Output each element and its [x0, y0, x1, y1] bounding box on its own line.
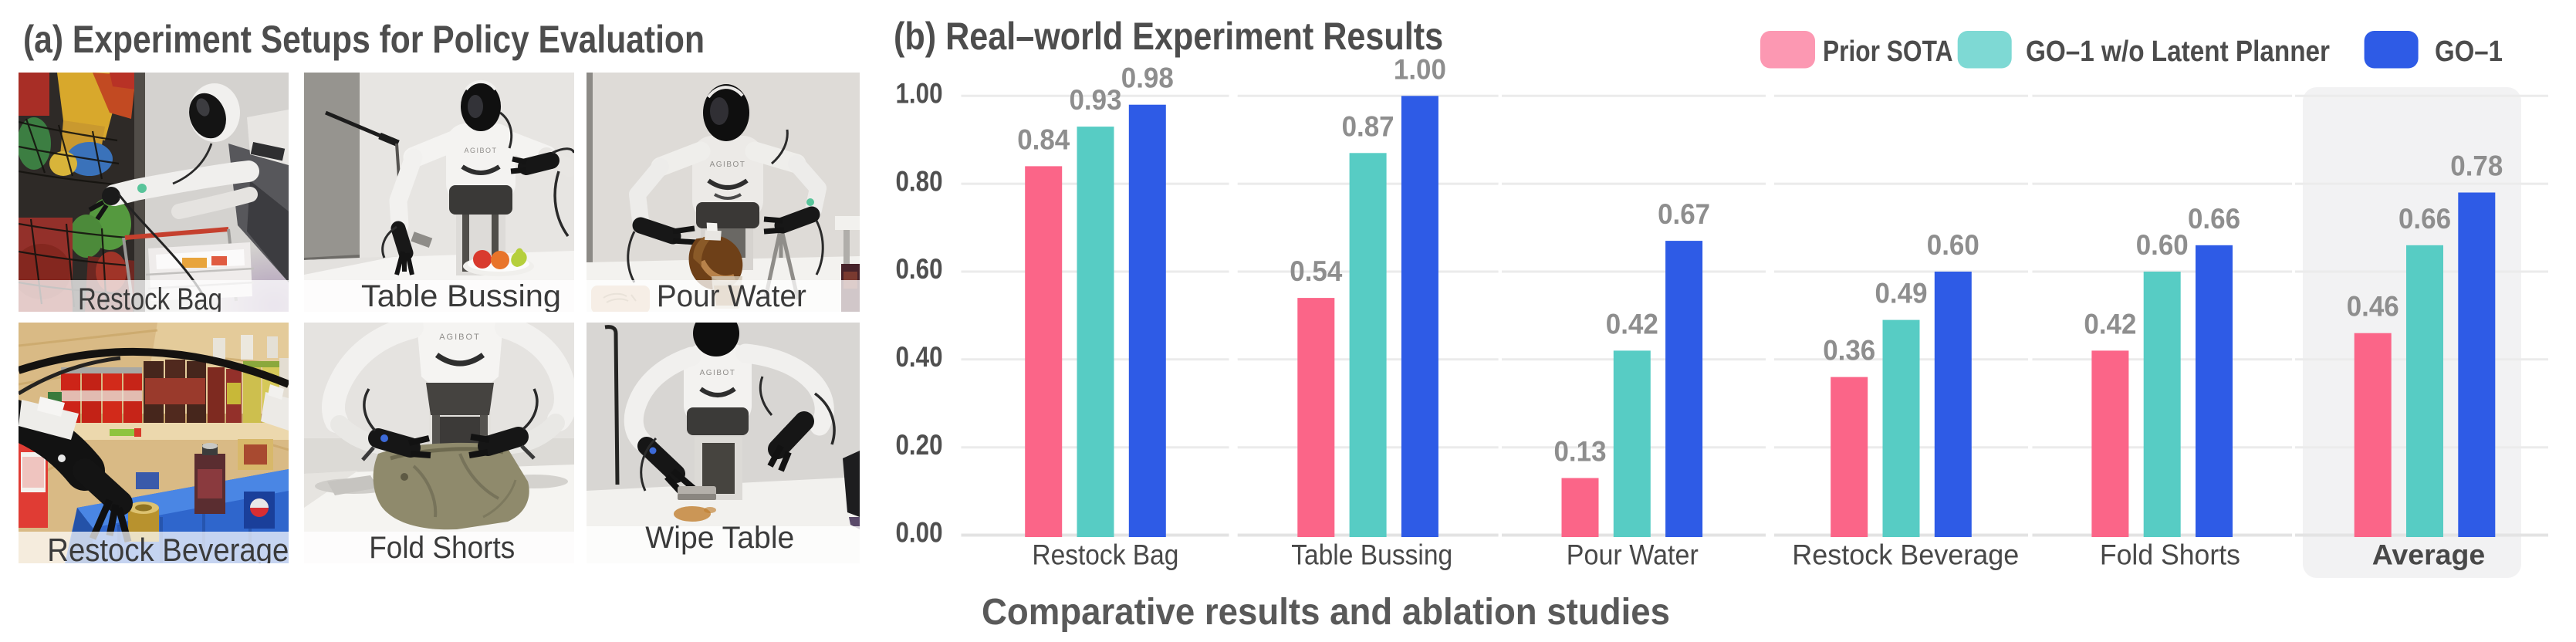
- svg-text:0.80: 0.80: [896, 165, 943, 197]
- svg-text:0.42: 0.42: [1606, 308, 1658, 340]
- svg-text:Pour Water: Pour Water: [657, 279, 806, 312]
- svg-text:0.60: 0.60: [2136, 229, 2189, 261]
- svg-text:1.00: 1.00: [896, 78, 943, 110]
- svg-text:Table Bussing: Table Bussing: [361, 279, 561, 312]
- svg-text:AGIBOT: AGIBOT: [710, 160, 746, 169]
- svg-text:Fold Shorts: Fold Shorts: [369, 531, 515, 563]
- svg-text:0.42: 0.42: [2084, 308, 2136, 340]
- svg-text:0.13: 0.13: [1554, 436, 1607, 468]
- svg-text:0.78: 0.78: [2450, 150, 2503, 182]
- svg-text:0.67: 0.67: [1658, 198, 1710, 230]
- svg-text:Wipe Table: Wipe Table: [645, 521, 794, 555]
- svg-text:AGIBOT: AGIBOT: [464, 147, 497, 154]
- svg-text:0.60: 0.60: [896, 253, 943, 285]
- svg-text:0.46: 0.46: [2347, 291, 2399, 323]
- svg-text:0.87: 0.87: [1342, 110, 1394, 142]
- svg-text:Restock Beverage: Restock Beverage: [47, 532, 289, 563]
- svg-text:Fold Shorts: Fold Shorts: [2100, 539, 2240, 571]
- svg-text:AGIBOT: AGIBOT: [439, 333, 481, 342]
- svg-text:0.54: 0.54: [1290, 255, 1342, 287]
- svg-text:0.60: 0.60: [1927, 229, 1979, 261]
- svg-text:0.93: 0.93: [1070, 84, 1122, 116]
- svg-text:0.40: 0.40: [896, 341, 943, 373]
- svg-text:0.98: 0.98: [1121, 63, 1174, 94]
- svg-text:Prior SOTA: Prior SOTA: [1823, 35, 1953, 68]
- svg-text:0.49: 0.49: [1875, 278, 1928, 309]
- svg-text:0.66: 0.66: [2188, 203, 2240, 235]
- svg-text:GO–1: GO–1: [2435, 35, 2503, 68]
- svg-text:Restock Bag: Restock Bag: [1032, 539, 1178, 571]
- svg-text:Pour Water: Pour Water: [1567, 539, 1699, 571]
- svg-text:Table Bussing: Table Bussing: [1291, 539, 1452, 571]
- svg-text:0.36: 0.36: [1823, 335, 1875, 367]
- svg-text:Restock Beverage: Restock Beverage: [1792, 539, 2019, 571]
- svg-text:Average: Average: [2372, 539, 2486, 571]
- svg-text:GO–1 w/o Latent Planner: GO–1 w/o Latent Planner: [2026, 35, 2330, 68]
- svg-text:Restock Bag: Restock Bag: [78, 282, 222, 312]
- svg-text:0.00: 0.00: [896, 517, 943, 549]
- svg-text:0.66: 0.66: [2399, 203, 2451, 235]
- svg-text:0.84: 0.84: [1017, 123, 1070, 155]
- svg-text:0.20: 0.20: [896, 429, 943, 461]
- svg-text:1.00: 1.00: [1394, 53, 1446, 85]
- svg-text:AGIBOT: AGIBOT: [700, 369, 736, 377]
